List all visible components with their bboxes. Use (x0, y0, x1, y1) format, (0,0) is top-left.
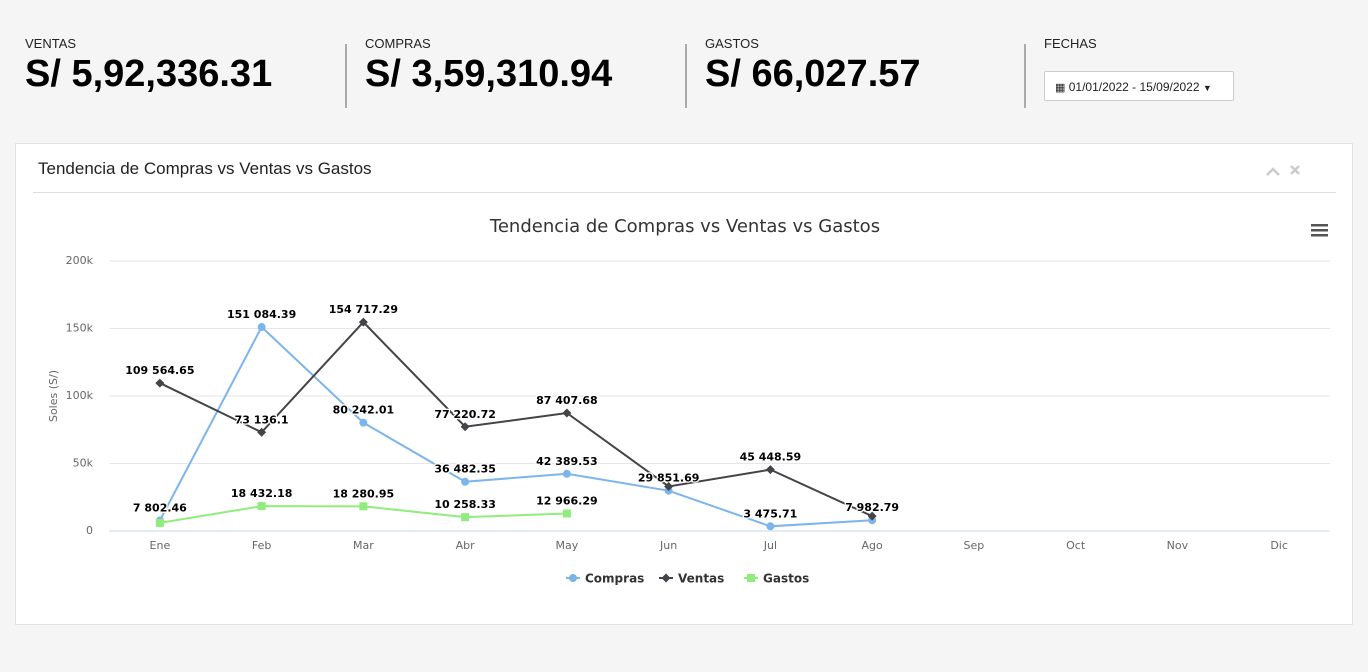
separator (1024, 44, 1026, 108)
x-tick-label: Feb (252, 539, 271, 552)
legend-marker (747, 574, 755, 582)
panel (15, 143, 1353, 625)
stat-value: S/ 3,59,310.94 (365, 53, 613, 95)
y-tick-label: 200k (66, 254, 94, 267)
stat-value: S/ 66,027.57 (705, 53, 921, 95)
stat-label: FECHAS (1044, 36, 1097, 51)
x-tick-label: Jun (659, 539, 677, 552)
chart-title: Tendencia de Compras vs Ventas vs Gastos (489, 216, 880, 237)
point (155, 378, 165, 388)
data-label: 10 258.33 (434, 498, 496, 511)
x-tick-label: Dic (1270, 539, 1288, 552)
legend-label: Compras (585, 572, 644, 586)
y-tick-label: 0 (86, 524, 93, 537)
data-label: 87 407.68 (536, 394, 598, 407)
legend-marker (661, 573, 671, 583)
data-label: 73 136.1 (235, 413, 289, 426)
legend-label: Ventas (678, 572, 724, 586)
collapse-icon[interactable] (1266, 167, 1280, 176)
x-tick-label: Jul (763, 539, 777, 552)
x-tick-label: Ago (862, 539, 884, 552)
stat-label: VENTAS (25, 36, 77, 51)
x-tick-label: Sep (964, 539, 985, 552)
data-label: 109 564.65 (125, 364, 194, 377)
date-range-button[interactable]: ▦ 01/01/2022 - 15/09/2022 ▼ (1044, 71, 1234, 101)
point (766, 522, 775, 531)
separator (345, 44, 347, 108)
data-label: 45 448.59 (740, 451, 802, 464)
stat-label: COMPRAS (365, 36, 431, 51)
data-label: 12 966.29 (536, 494, 598, 507)
stat-value: S/ 5,92,336.31 (25, 53, 273, 95)
data-label: 42 389.53 (536, 455, 598, 468)
series-line (159, 320, 873, 518)
point (664, 481, 674, 491)
x-tick-label: May (556, 539, 579, 552)
stat: GASTOS S/ 66,027.57 (705, 36, 921, 96)
data-label: 18 280.95 (333, 487, 395, 500)
point (155, 518, 164, 527)
point (461, 477, 470, 486)
separator (685, 44, 687, 108)
data-label: 77 220.72 (434, 408, 496, 421)
menu-icon[interactable] (1311, 224, 1328, 237)
point (359, 418, 368, 427)
point (461, 513, 470, 522)
panel-title: Tendencia de Compras vs Ventas vs Gastos (38, 159, 372, 178)
y-axis-label: Soles (S/) (47, 370, 60, 422)
data-label: 29 851.69 (638, 472, 700, 485)
series-line (158, 325, 873, 528)
divider (33, 192, 1336, 193)
y-tick-label: 50k (73, 457, 94, 470)
point (257, 323, 266, 332)
stat-label: GASTOS (705, 36, 759, 51)
point (562, 408, 572, 418)
data-label: 154 717.29 (329, 303, 398, 316)
point (358, 317, 368, 327)
data-label: 7 982.79 (845, 501, 899, 514)
point (257, 427, 267, 437)
point (460, 422, 470, 432)
point (765, 465, 775, 475)
x-tick-label: Abr (456, 539, 476, 552)
data-label: 3 475.71 (743, 507, 797, 520)
stat: FECHAS (1044, 36, 1097, 51)
y-tick-label: 100k (66, 389, 94, 402)
data-label: 36 482.35 (434, 463, 496, 476)
point (562, 509, 571, 518)
date-range: 01/01/2022 - 15/09/2022 (1068, 80, 1200, 94)
stat: COMPRAS S/ 3,59,310.94 (365, 36, 612, 96)
x-tick-label: Ene (150, 539, 171, 552)
stat: VENTAS S/ 5,92,336.31 (25, 36, 272, 96)
x-tick-label: Mar (353, 539, 374, 552)
legend-label: Gastos (763, 572, 809, 586)
point (257, 502, 266, 511)
legend-marker (569, 574, 577, 582)
x-tick-label: Oct (1066, 539, 1086, 552)
y-tick-label: 150k (66, 322, 94, 335)
point (562, 469, 571, 478)
point (359, 502, 368, 511)
point (867, 511, 877, 521)
data-label: 151 084.39 (227, 308, 296, 321)
data-label: 80 242.01 (333, 404, 395, 417)
data-label: 18 432.18 (231, 487, 293, 500)
close-icon[interactable] (1290, 165, 1300, 175)
data-label: 7 802.46 (133, 501, 187, 514)
x-tick-label: Nov (1167, 539, 1189, 552)
